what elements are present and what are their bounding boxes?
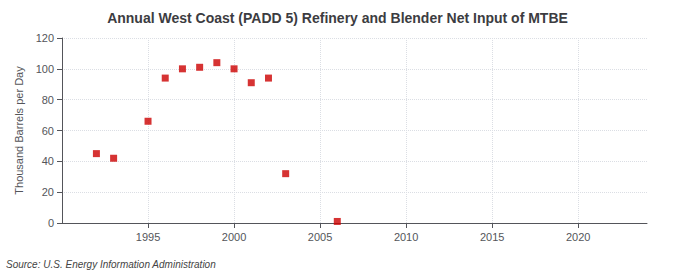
svg-text:Source: U.S. Energy Informatio: Source: U.S. Energy Information Administ…	[6, 259, 216, 270]
svg-text:100: 100	[36, 63, 54, 75]
svg-text:40: 40	[42, 155, 54, 167]
svg-text:2000: 2000	[222, 231, 246, 243]
svg-text:2015: 2015	[480, 231, 504, 243]
svg-text:2005: 2005	[308, 231, 332, 243]
svg-text:120: 120	[36, 32, 54, 44]
svg-text:1995: 1995	[136, 231, 160, 243]
svg-text:20: 20	[42, 186, 54, 198]
svg-text:0: 0	[48, 217, 54, 229]
svg-text:60: 60	[42, 125, 54, 137]
svg-text:80: 80	[42, 94, 54, 106]
svg-text:2020: 2020	[566, 231, 590, 243]
svg-text:Annual West Coast (PADD 5) Ref: Annual West Coast (PADD 5) Refinery and …	[107, 10, 568, 26]
svg-text:Thousand Barrels per Day: Thousand Barrels per Day	[13, 66, 25, 195]
svg-text:2010: 2010	[394, 231, 418, 243]
